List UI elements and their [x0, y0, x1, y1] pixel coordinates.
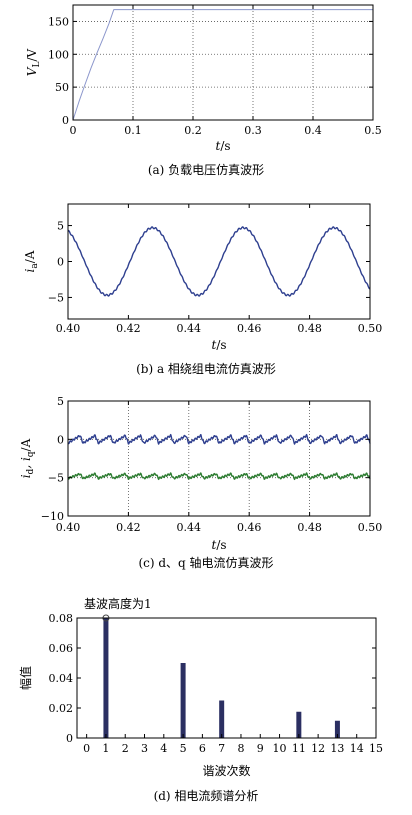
- y-tick-label: 0: [66, 732, 73, 745]
- x-tick-label: 0.46: [237, 521, 262, 534]
- x-tick-label: 0.1: [124, 124, 142, 137]
- chart-2: 0.40 0.42 0.44 0.46 0.48 0.50 −5 0 5 t/s ia/A (b) a…: [23, 203, 383, 376]
- y-tick-label: −5: [48, 472, 64, 485]
- x-tick-label: 0.4: [304, 124, 322, 137]
- y-tick-label: 5: [57, 395, 64, 408]
- chart-3: 0.40 0.42 0.44 0.46 0.48 0.50 −10 −5 0 5 t/s id, iq…: [19, 395, 382, 570]
- plot-frame: [67, 400, 371, 517]
- x-tick-label: 8: [237, 742, 244, 755]
- y-tick-label: 0.06: [49, 642, 74, 655]
- x-tick-label: 3: [141, 742, 148, 755]
- annotation-label: 基波高度为1: [84, 596, 152, 611]
- bar-5: [180, 663, 186, 738]
- x-tick-label: 0.2: [184, 124, 202, 137]
- x-tick-label: 5: [180, 742, 187, 755]
- x-tick-label: 0: [83, 742, 90, 755]
- x-axis-label: t/s: [215, 139, 230, 153]
- chart-caption: (b) a 相绕组电流仿真波形: [136, 362, 276, 376]
- x-tick-label: 6: [199, 742, 206, 755]
- y-tick-label: 100: [48, 48, 69, 61]
- plot-frame: [76, 617, 377, 739]
- y-tick-label: −5: [48, 291, 64, 304]
- x-tick-label: 10: [273, 742, 287, 755]
- x-tick-label: 0.48: [297, 322, 322, 335]
- bar-13: [334, 720, 340, 738]
- y-tick-label: −10: [41, 510, 64, 523]
- x-tick-label: 0.46: [237, 322, 262, 335]
- chart-1: 0 0.1 0.2 0.3 0.4 0.5 0 50 100 150 t/s VL/V (a) 负载电压…: [25, 4, 382, 177]
- y-tick-label: 0: [57, 256, 64, 269]
- x-tick-label: 0.42: [116, 521, 141, 534]
- y-tick-label: 0.02: [49, 702, 74, 715]
- bar-1: [103, 618, 109, 738]
- chart-caption: (c) d、q 轴电流仿真波形: [138, 555, 273, 570]
- x-tick-label: 13: [330, 742, 344, 755]
- y-axis-label: 幅值: [18, 666, 33, 690]
- chart-caption: (a) 负载电压仿真波形: [148, 163, 264, 177]
- x-tick-label: 0.44: [177, 521, 202, 534]
- x-tick-label: 0.40: [56, 322, 81, 335]
- x-axis-label: t/s: [211, 538, 226, 552]
- y-axis-label: id, iq/A: [19, 438, 36, 478]
- x-tick-label: 7: [218, 742, 225, 755]
- y-axis-label: VL/V: [25, 48, 42, 76]
- x-tick-label: 4: [160, 742, 167, 755]
- y-tick-label: 0.04: [49, 672, 74, 685]
- series-line-1: [67, 226, 371, 297]
- x-tick-label: 0.48: [297, 521, 322, 534]
- x-tick-label: 11: [292, 742, 306, 755]
- x-tick-label: 0.44: [177, 322, 202, 335]
- x-tick-label: 12: [311, 742, 325, 755]
- x-tick-label: 0.42: [116, 322, 141, 335]
- chart-caption: (d) 相电流频谱分析: [154, 789, 259, 803]
- plot-frame: [67, 203, 371, 320]
- y-tick-label: 5: [57, 220, 64, 233]
- series-line-1: [72, 9, 373, 121]
- plot-frame: [72, 4, 374, 121]
- y-tick-label: 0.08: [49, 612, 74, 625]
- x-tick-label: 0.50: [358, 322, 383, 335]
- x-tick-label: 2: [122, 742, 129, 755]
- series-line-1: [67, 433, 371, 445]
- x-tick-label: 14: [350, 742, 364, 755]
- x-axis-label: t/s: [211, 338, 226, 352]
- y-tick-label: 150: [48, 15, 69, 28]
- x-tick-label: 9: [257, 742, 264, 755]
- bar-11: [296, 711, 302, 738]
- x-tick-label: 1: [102, 742, 109, 755]
- x-tick-label: 15: [369, 742, 383, 755]
- x-tick-label: 0.5: [364, 124, 382, 137]
- y-axis-label: ia/A: [23, 250, 40, 272]
- x-axis-label: 谐波次数: [202, 763, 250, 778]
- y-tick-label: 0: [57, 433, 64, 446]
- y-tick-label: 50: [55, 81, 69, 94]
- x-tick-label: 0.3: [244, 124, 262, 137]
- y-tick-label: 0: [62, 114, 69, 127]
- x-tick-label: 0.40: [56, 521, 81, 534]
- series-line-2: [67, 472, 371, 481]
- bar-7: [219, 700, 225, 738]
- x-tick-label: 0: [70, 124, 77, 137]
- x-tick-label: 0.50: [358, 521, 383, 534]
